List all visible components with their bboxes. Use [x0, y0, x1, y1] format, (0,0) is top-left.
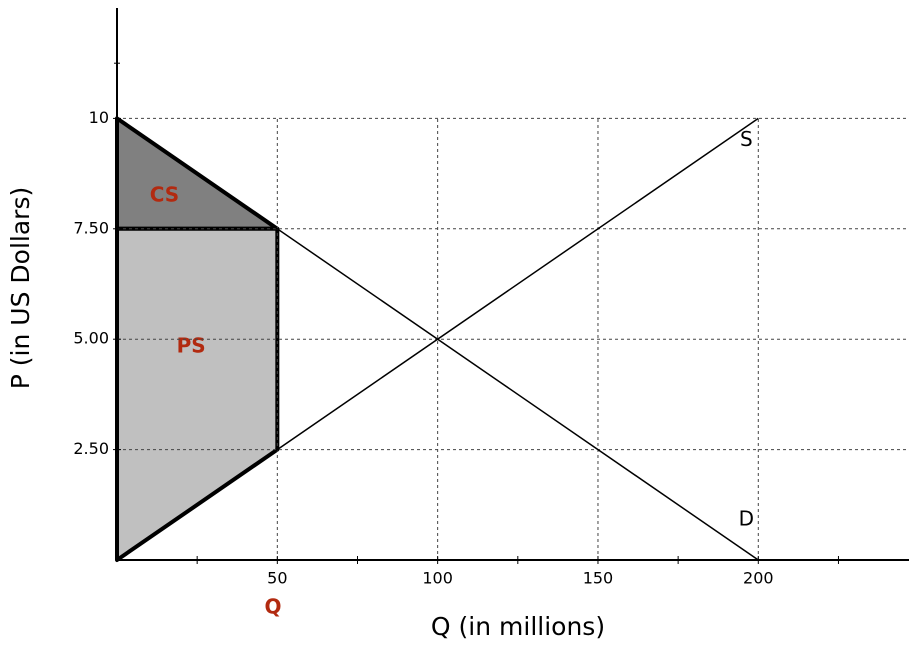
quantity-label: Q	[264, 595, 281, 619]
curve-label: S	[740, 127, 753, 151]
region	[115, 226, 280, 562]
y-tick-label: 10	[89, 108, 109, 127]
y-tick-label: 7.50	[73, 218, 109, 237]
y-tick-label: 5.00	[73, 329, 109, 348]
x-tick-label: 100	[422, 569, 453, 588]
x-tick-label: 50	[267, 569, 287, 588]
x-axis-label: Q (in millions)	[431, 612, 605, 641]
x-tick-label: 150	[583, 569, 614, 588]
x-tick-label: 200	[743, 569, 774, 588]
region-label: CS	[150, 183, 179, 207]
curve-label: D	[739, 507, 754, 531]
y-axis-label: P (in US Dollars)	[6, 187, 35, 389]
y-tick-label: 2.50	[73, 439, 109, 458]
region-label: PS	[177, 333, 206, 357]
curve	[116, 117, 759, 561]
